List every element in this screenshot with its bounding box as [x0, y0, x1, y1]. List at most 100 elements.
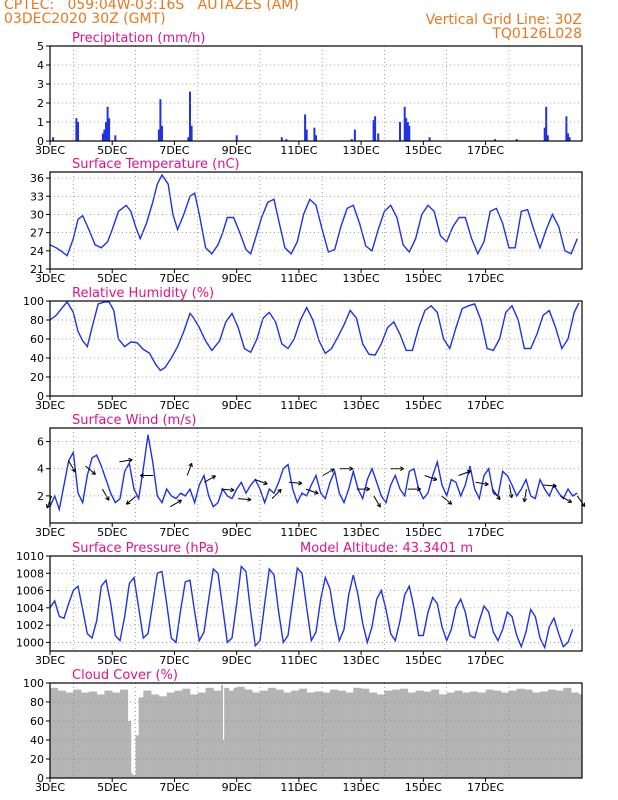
cloud-bar: [547, 689, 556, 778]
x-tick-label: 5DEC: [97, 654, 127, 667]
x-tick-label: 7DEC: [159, 781, 189, 794]
x-tick-label: 9DEC: [222, 272, 252, 285]
wind-arrow: [221, 488, 235, 491]
cloud-bar: [345, 692, 354, 778]
wind-arrow-head: [71, 469, 76, 473]
cloud-bar: [501, 692, 510, 778]
precip-bar: [313, 127, 316, 141]
panel-wind: 2 4 6 3DEC 5DEC 7DEC 9DEC 11DEC 13DEC 15DEC 17DEC S…: [35, 413, 586, 539]
cloud-bar: [182, 688, 191, 778]
wind-arrow: [46, 495, 53, 509]
cloud-bar: [132, 775, 136, 778]
precip-bar: [304, 114, 307, 141]
wind-arrow-head: [105, 497, 110, 501]
y-tick-label: 3: [37, 78, 44, 91]
cloud-bar: [400, 688, 409, 778]
y-tick-label: 100: [23, 677, 44, 690]
wind-arrow-head: [416, 488, 421, 492]
x-tick-label: 17DEC: [467, 399, 504, 412]
wind-arrow: [322, 468, 335, 476]
wind-arrow-head: [467, 470, 472, 475]
wind-arrow: [119, 459, 133, 463]
precip-bar: [545, 106, 548, 141]
cloud-bar: [532, 692, 541, 778]
wind-arrow-head: [366, 486, 371, 490]
y-tick-label: 20: [30, 753, 44, 766]
wind-arrow-head: [298, 482, 303, 486]
x-tick-label: 11DEC: [280, 781, 317, 794]
wind-arrow-head: [583, 502, 586, 507]
wind-arrow: [424, 475, 438, 481]
cloud-bar: [462, 692, 471, 778]
y-tick-label: 4: [37, 463, 44, 476]
x-tick-label: 17DEC: [467, 654, 504, 667]
wind-arrow-head: [315, 490, 319, 494]
precip-bar: [428, 137, 431, 141]
wind-arrow: [523, 489, 527, 502]
cloud-bar: [50, 687, 59, 779]
panel-title: Precipitation (mm/h): [72, 31, 205, 46]
x-tick-label: 17DEC: [467, 144, 504, 157]
cloud-bar: [423, 691, 432, 778]
panel-extra-label: Model Altitude: 43.3401 m: [300, 541, 473, 556]
cloud-bar: [314, 691, 323, 778]
precip-bar: [75, 118, 78, 141]
wind-arrow-head: [552, 485, 557, 489]
precip-bar: [403, 106, 406, 141]
cloud-bar: [384, 690, 393, 778]
cloud-bar: [127, 721, 132, 778]
panel-rh: 0 20 40 60 80 100 3DEC 5DEC 7DEC 9DEC 11DEC 13DEC 15…: [23, 286, 583, 412]
cloud-bar: [392, 689, 401, 778]
x-tick-label: 13DEC: [343, 272, 380, 285]
y-tick-label: 40: [30, 352, 44, 365]
y-tick-label: 40: [30, 734, 44, 747]
precip-bar: [161, 125, 163, 141]
cloud-bar: [361, 688, 370, 778]
wind-arrow-head: [188, 462, 193, 467]
precip-bar: [515, 139, 518, 141]
precip-bar: [159, 99, 162, 141]
x-tick-label: 3DEC: [35, 654, 65, 667]
cloud-bar: [306, 692, 315, 778]
wind-arrow-head: [277, 488, 282, 491]
cloud-bar: [283, 692, 292, 778]
cloud-bar: [222, 740, 225, 778]
panel-temp: 21 24 27 30 33 36 3DEC 5DEC 7DEC 9DEC 11DEC 13DEC 15…: [30, 157, 583, 285]
precip-bar: [399, 122, 401, 141]
precip-bar: [77, 122, 79, 141]
wind-arrow-head: [279, 489, 282, 494]
x-tick-label: 13DEC: [343, 654, 380, 667]
precip-bar: [493, 139, 496, 141]
x-tick-label: 17DEC: [467, 781, 504, 794]
wind-arrow-head: [523, 498, 528, 503]
y-tick-label: 80: [30, 314, 44, 327]
wind-arrow-head: [247, 497, 252, 501]
cloud-bar: [252, 692, 261, 778]
wind-arrow-head: [179, 499, 182, 504]
panel-pressure: 1000 1002 1004 1006 1008 1010 3DEC 5DEC 7DEC 9DEC…: [16, 541, 583, 667]
cloud-bar: [158, 696, 167, 778]
wind-arrow-head: [416, 486, 421, 490]
x-tick-label: 13DEC: [343, 526, 380, 539]
cloud-bar: [267, 687, 276, 779]
y-tick-label: 0: [37, 772, 44, 785]
precip-bar: [280, 137, 283, 141]
wind-arrow-head: [447, 502, 452, 505]
y-tick-label: 60: [30, 715, 44, 728]
y-tick-label: 1010: [16, 550, 44, 563]
wind-arrow-head: [449, 500, 453, 505]
wind-arrow: [126, 495, 137, 505]
wind-arrow-head: [432, 479, 437, 481]
wind-arrow: [101, 488, 110, 501]
x-tick-label: 9DEC: [222, 781, 252, 794]
wind-arrow: [373, 495, 381, 508]
wind-line: [49, 434, 578, 513]
wind-arrow: [186, 463, 193, 476]
x-tick-label: 3DEC: [35, 272, 65, 285]
cloud-bar: [138, 697, 144, 779]
y-tick-label: 36: [30, 172, 44, 185]
wind-arrow-head: [433, 476, 438, 481]
cloud-bar: [275, 689, 284, 778]
cloud-bar: [493, 690, 502, 778]
